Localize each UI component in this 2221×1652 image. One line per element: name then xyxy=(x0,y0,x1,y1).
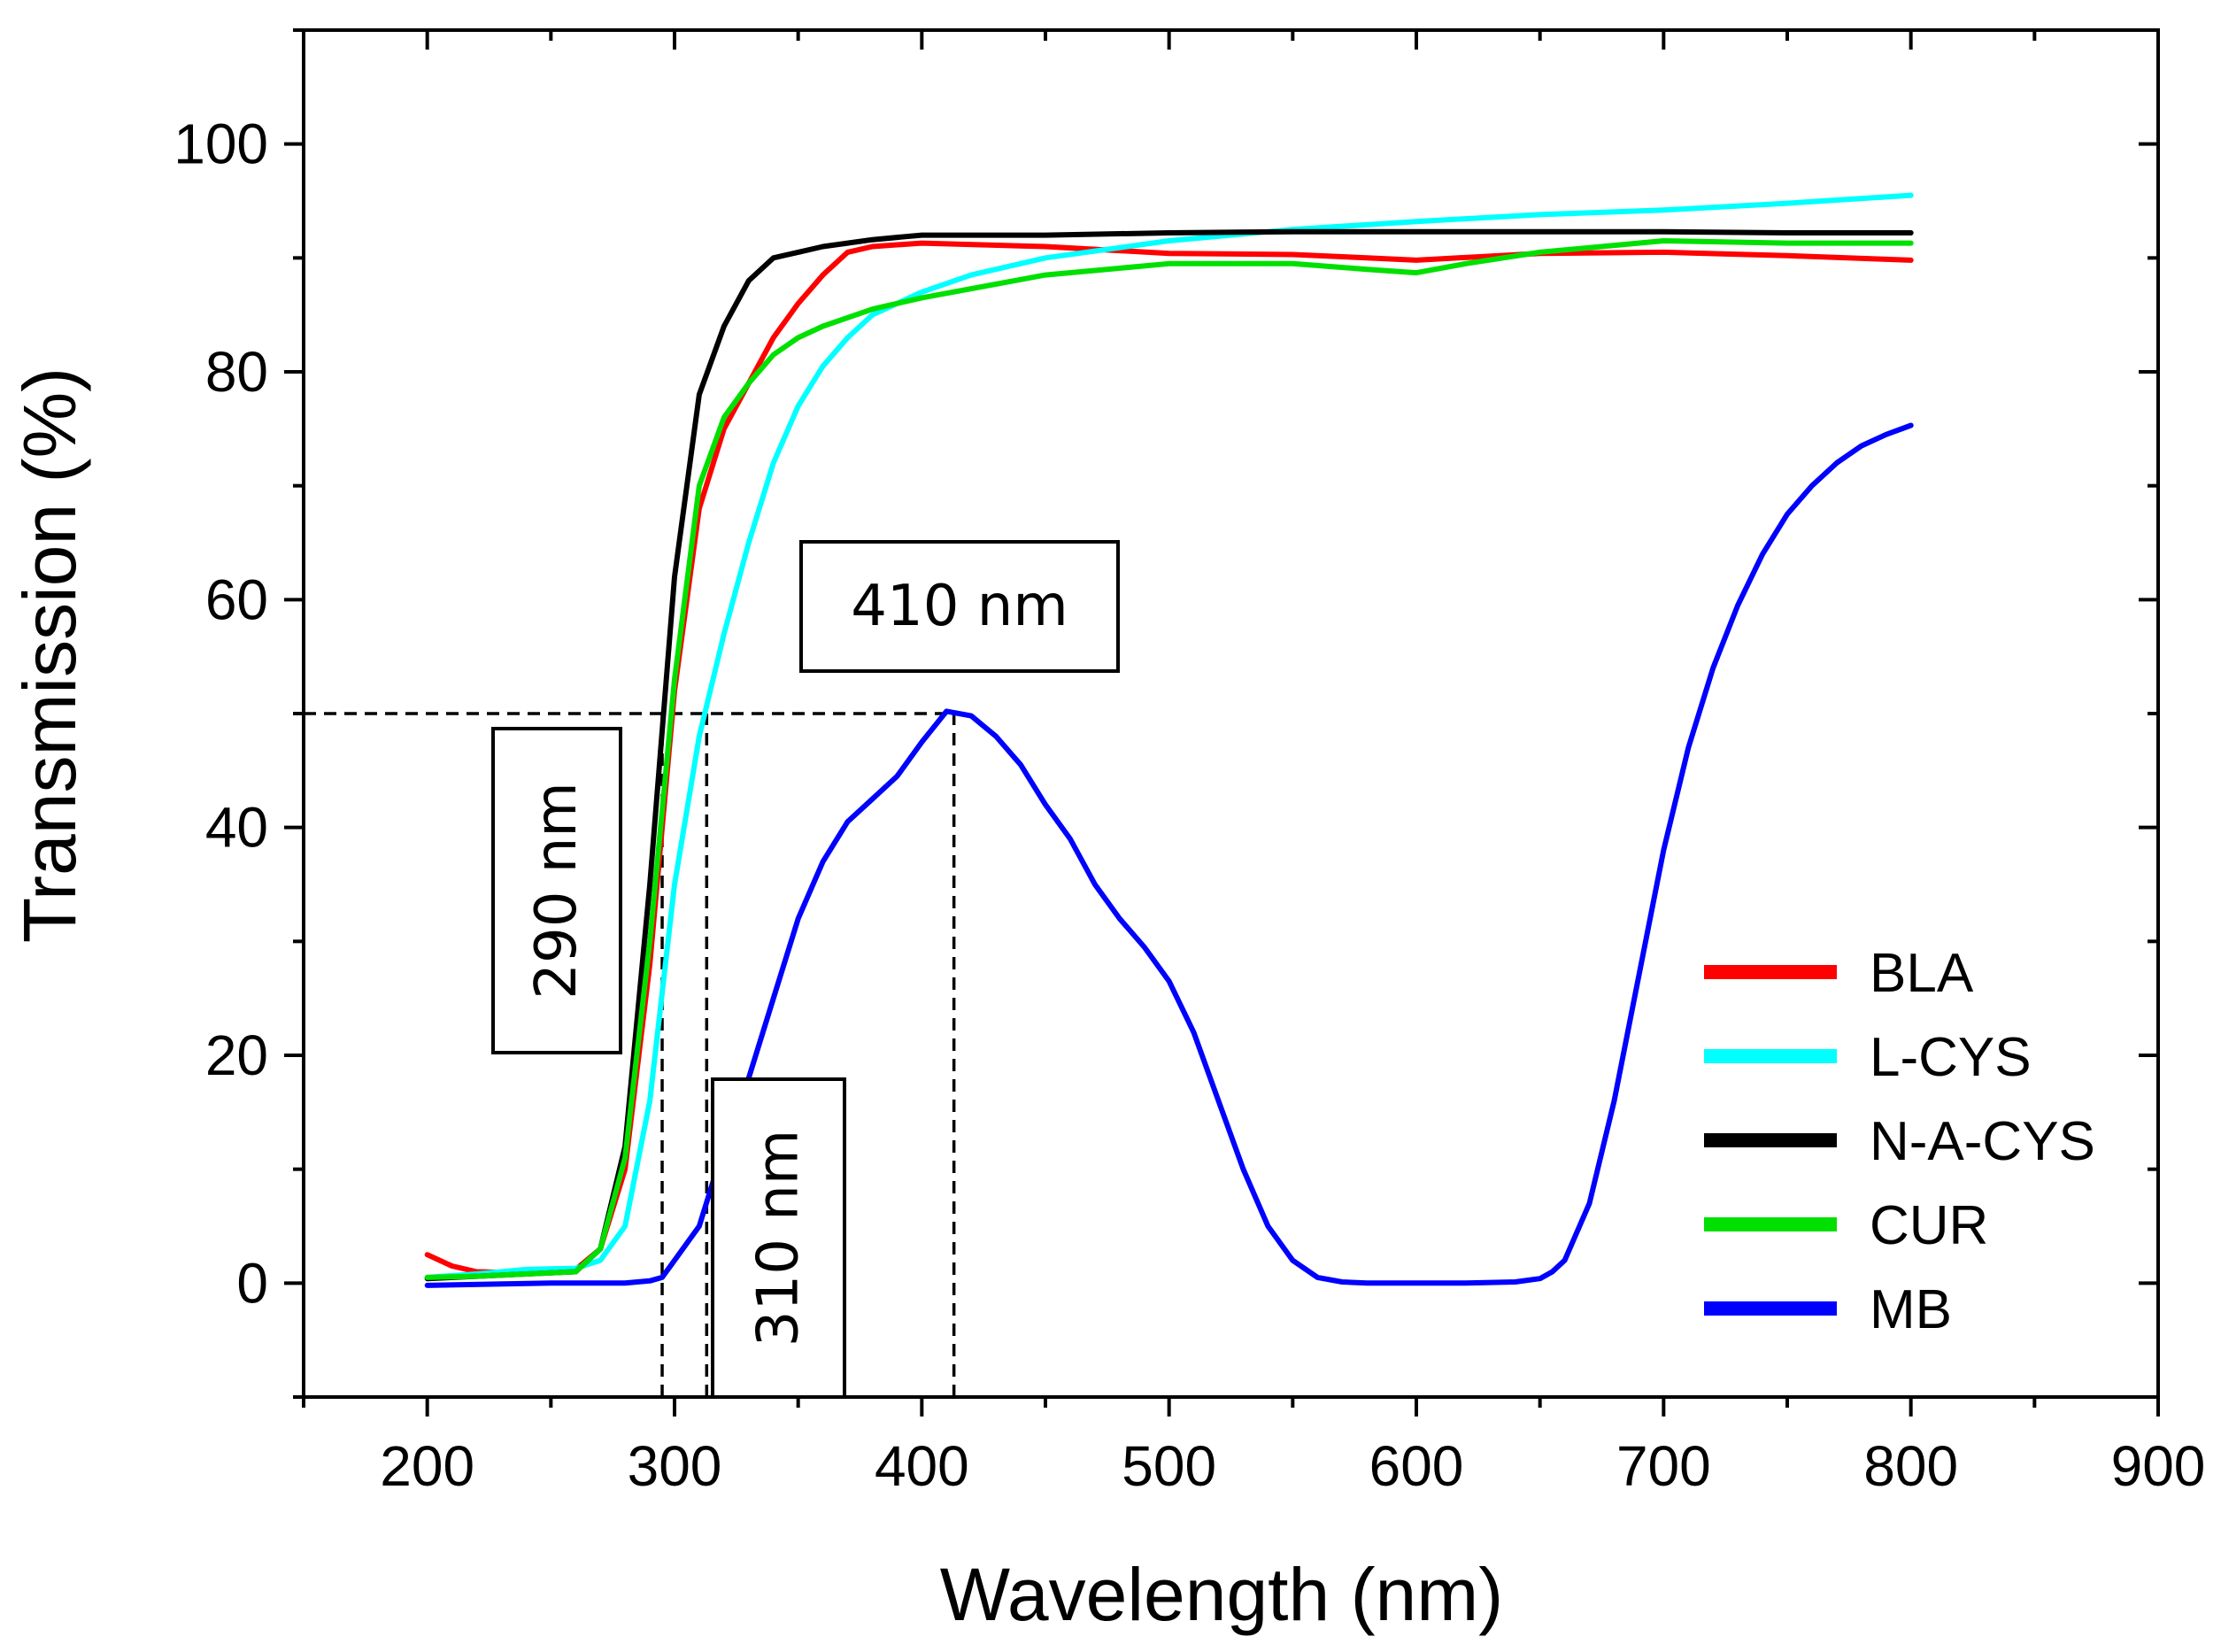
x-tick-label: 500 xyxy=(1122,1434,1216,1498)
x-tick-label: 800 xyxy=(1863,1434,1958,1498)
y-tick-label: 0 xyxy=(236,1251,268,1315)
annotation-label: 310 nm xyxy=(746,1130,812,1347)
legend-label: CUR xyxy=(1870,1195,1988,1256)
x-tick-label: 900 xyxy=(2111,1434,2206,1498)
series-line-cur xyxy=(424,238,1914,1280)
annotation-label: 290 nm xyxy=(524,782,590,999)
legend-label: N-A-CYS xyxy=(1870,1111,2095,1172)
y-tick-label: 20 xyxy=(205,1023,268,1087)
x-tick-label: 600 xyxy=(1369,1434,1464,1498)
legend-label: L-CYS xyxy=(1870,1027,2032,1088)
plot-area: 200 300 400 500 600 700 800 900 0 20 40 60 80 100 290 … xyxy=(174,28,2206,1498)
annotation-box xyxy=(711,1077,846,1399)
legend-label: MB xyxy=(1870,1279,1952,1340)
annotation-box xyxy=(491,727,622,1054)
y-tick-label: 100 xyxy=(174,112,268,176)
y-tick-label: 40 xyxy=(205,796,268,860)
annotation-box xyxy=(799,540,1120,673)
y-tick-label: 60 xyxy=(205,567,268,631)
x-tick-label: 700 xyxy=(1616,1434,1711,1498)
legend-label: BLA xyxy=(1870,943,1974,1004)
x-tick-label: 200 xyxy=(380,1434,474,1498)
series-group xyxy=(424,192,1914,1288)
y-tick-label: 80 xyxy=(205,340,268,404)
x-tick-label: 400 xyxy=(875,1434,969,1498)
y-axis-title: Transmission (%) xyxy=(8,367,91,943)
legend: BLA L-CYS N-A-CYS CUR MB xyxy=(1704,943,2095,1340)
series-line-l-cys xyxy=(424,192,1914,1280)
x-tick-label: 300 xyxy=(628,1434,722,1498)
annotation-label: 410 nm xyxy=(851,574,1068,639)
series-line-mb xyxy=(424,422,1914,1288)
x-axis-title: Wavelength (nm) xyxy=(940,1553,1503,1636)
